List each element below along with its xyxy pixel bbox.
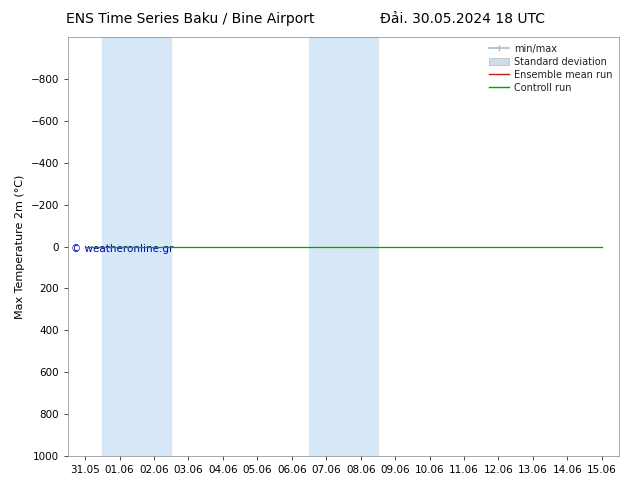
Bar: [309, 37, 378, 456]
Y-axis label: Max Temperature 2m (°C): Max Temperature 2m (°C): [15, 174, 25, 318]
Bar: [103, 37, 171, 456]
Legend: min/max, Standard deviation, Ensemble mean run, Controll run: min/max, Standard deviation, Ensemble me…: [486, 40, 616, 97]
Text: Đải. 30.05.2024 18 UTC: Đải. 30.05.2024 18 UTC: [380, 12, 545, 26]
Text: ENS Time Series Baku / Bine Airport: ENS Time Series Baku / Bine Airport: [66, 12, 314, 26]
Text: © weatheronline.gr: © weatheronline.gr: [71, 245, 173, 254]
